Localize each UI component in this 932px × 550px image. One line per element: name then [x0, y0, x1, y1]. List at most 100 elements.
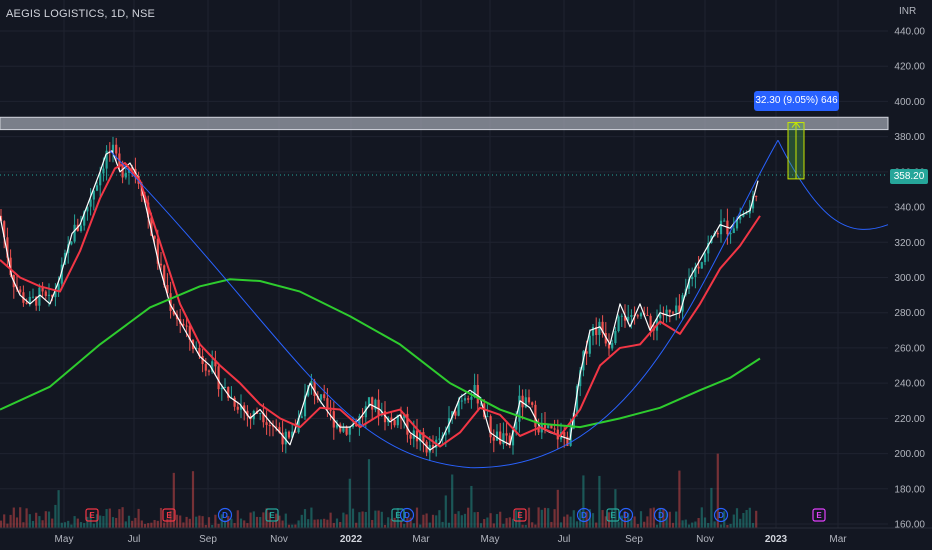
candle-body: [579, 370, 582, 387]
volume-bar: [351, 508, 355, 528]
candle-body: [310, 381, 313, 386]
measure-arrow-head: [791, 121, 801, 128]
earnings-marker[interactable]: [391, 508, 405, 522]
candle-body: [19, 289, 22, 293]
candle-body: [403, 413, 406, 419]
dividend-marker[interactable]: [399, 507, 415, 523]
candle-body: [243, 405, 246, 411]
volume-bar: [297, 520, 300, 528]
resistance-rect[interactable]: [0, 116, 889, 131]
event-marker-letter: E: [269, 511, 275, 520]
candle-body: [172, 310, 175, 315]
volume-bar: [364, 511, 367, 528]
earnings-marker[interactable]: [162, 508, 176, 522]
dividend-marker[interactable]: [653, 507, 669, 523]
volume-bar: [604, 516, 607, 528]
candle-body: [716, 232, 719, 235]
candle-body: [121, 165, 124, 178]
volume-bar: [732, 514, 735, 528]
candle-body: [415, 430, 419, 442]
axes: 440.00420.00400.00380.00360.00340.00320.…: [0, 27, 932, 545]
volume-bar: [419, 524, 422, 528]
candle-body: [211, 361, 214, 372]
candle-body: [79, 225, 83, 231]
volume-bar: [617, 521, 620, 528]
volume-bar: [412, 523, 415, 528]
candle-body: [86, 206, 89, 212]
earnings-marker[interactable]: [85, 508, 99, 522]
candle-body: [739, 216, 742, 220]
candle-body: [524, 397, 527, 408]
candle-body: [463, 398, 467, 401]
volume-bar: [492, 523, 495, 528]
candle-body: [428, 445, 431, 453]
volume-bar: [550, 521, 553, 528]
dividend-marker[interactable]: [217, 507, 233, 523]
volume-bar: [620, 515, 623, 528]
candle-body: [627, 316, 630, 321]
earnings-marker[interactable]: [812, 508, 826, 522]
candle-body: [124, 172, 127, 178]
candle-body: [470, 396, 473, 400]
candle-body: [502, 433, 505, 444]
candle-body: [697, 266, 700, 269]
grid: [0, 0, 888, 528]
dividend-marker[interactable]: [713, 507, 729, 523]
candle-body: [409, 434, 412, 439]
y-tick-label: 220.00: [894, 414, 925, 425]
candle-body: [719, 220, 723, 235]
candle-body: [38, 287, 41, 306]
candle-body: [563, 432, 566, 437]
y-tick-label: 380.00: [894, 132, 925, 143]
candle-body: [342, 427, 345, 432]
volume-bar: [31, 520, 35, 528]
volume-bar: [326, 519, 329, 528]
y-tick-label: 340.00: [894, 203, 925, 214]
candle-body: [694, 266, 697, 277]
volume-bar: [643, 521, 646, 528]
volume-bar: [313, 519, 316, 528]
volume-bar: [735, 508, 739, 528]
cup-arc[interactable]: [109, 139, 779, 469]
candle-body: [492, 437, 495, 441]
dividend-marker[interactable]: [576, 507, 592, 523]
candle-body: [505, 433, 508, 436]
candle-body: [537, 426, 540, 433]
volume-bar: [393, 517, 396, 528]
candle-body: [662, 314, 665, 316]
candle-body: [31, 296, 35, 298]
dividend-marker[interactable]: [618, 507, 634, 523]
volume-bar: [489, 513, 492, 528]
volume-bar: [428, 522, 431, 528]
x-tick-label: Jul: [128, 534, 141, 545]
volume-bar: [345, 514, 348, 528]
candle-body: [729, 233, 732, 235]
candle-body: [585, 351, 588, 354]
earnings-marker[interactable]: [513, 508, 527, 522]
drawings[interactable]: [0, 121, 889, 469]
volume-bar: [367, 459, 371, 528]
candle-body: [646, 315, 649, 317]
volume-bar: [9, 514, 12, 528]
symbol-title[interactable]: AEGIS LOGISTICS, 1D, NSE: [6, 8, 156, 20]
volume-bar: [463, 513, 467, 528]
candle-body: [300, 416, 303, 418]
candle-body: [543, 424, 547, 429]
candle-body: [553, 428, 556, 430]
candle-body: [531, 402, 534, 405]
volume-bar: [150, 522, 153, 528]
volume-bar: [118, 509, 121, 528]
volume-bar: [697, 518, 700, 528]
candle-body: [294, 431, 297, 433]
handle-arc[interactable]: [777, 139, 889, 230]
volume-bar: [342, 512, 345, 528]
moving-averages: [0, 150, 761, 451]
volume-bar: [310, 507, 313, 528]
volume-bar: [284, 513, 287, 528]
resistance-zone[interactable]: [0, 116, 889, 131]
earnings-marker[interactable]: [265, 508, 279, 522]
volume-bar: [406, 517, 409, 528]
candle-body: [649, 315, 652, 328]
